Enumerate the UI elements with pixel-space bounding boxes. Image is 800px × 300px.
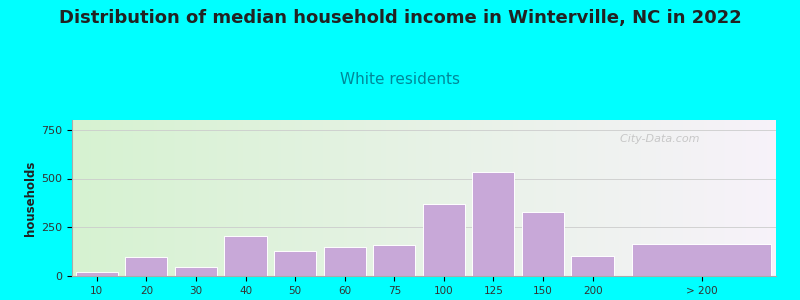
Bar bbox=[324, 247, 366, 276]
Text: White residents: White residents bbox=[340, 72, 460, 87]
Bar bbox=[126, 257, 167, 276]
Bar bbox=[274, 251, 316, 276]
Bar bbox=[76, 272, 118, 276]
Y-axis label: households: households bbox=[24, 160, 37, 236]
Bar bbox=[373, 245, 415, 276]
Bar bbox=[632, 244, 771, 276]
Bar bbox=[571, 256, 614, 276]
Bar bbox=[522, 212, 564, 276]
Bar bbox=[175, 267, 217, 276]
Bar bbox=[422, 204, 465, 276]
Text: City-Data.com: City-Data.com bbox=[613, 134, 699, 144]
Bar bbox=[472, 172, 514, 276]
Bar bbox=[225, 236, 266, 276]
Text: Distribution of median household income in Winterville, NC in 2022: Distribution of median household income … bbox=[58, 9, 742, 27]
